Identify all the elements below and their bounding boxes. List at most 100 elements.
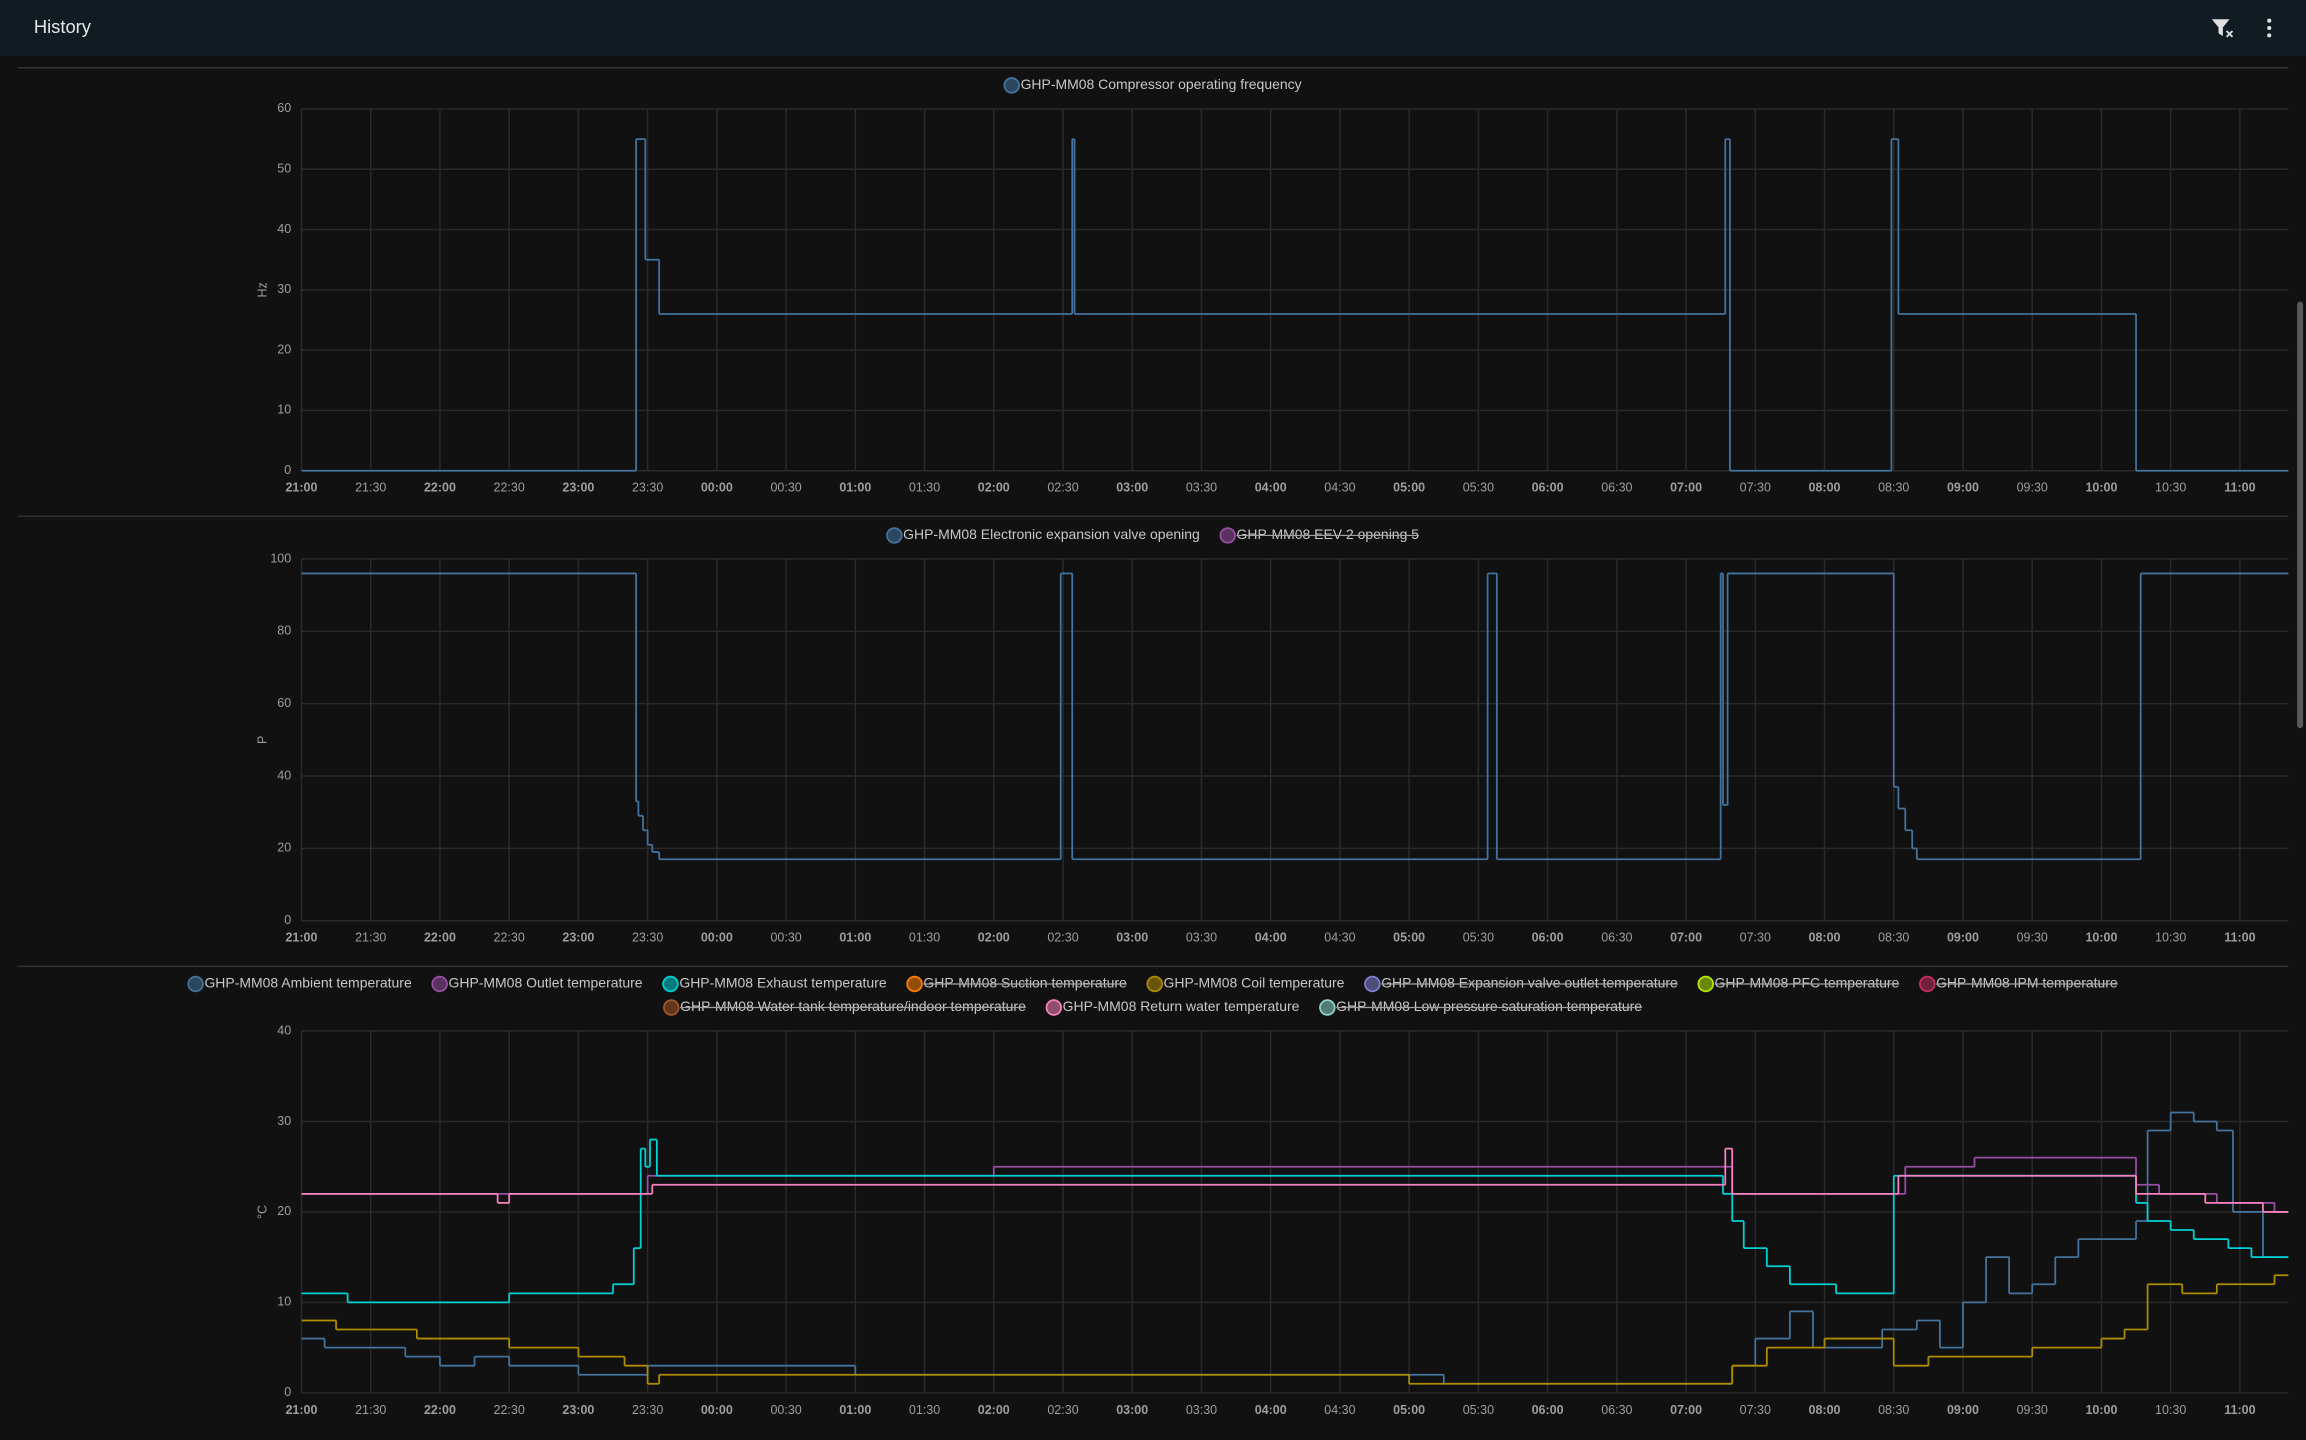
menu-button[interactable] xyxy=(2267,18,2272,38)
x-tick-label: 09:00 xyxy=(1947,481,1979,495)
x-tick-label: 06:00 xyxy=(1532,931,1564,945)
legend-label: GHP-MM08 PFC temperature xyxy=(1715,975,1900,991)
y-axis-label: P xyxy=(256,736,270,744)
x-tick-label: 00:30 xyxy=(770,931,801,945)
legend-item[interactable]: GHP-MM08 Suction temperature xyxy=(906,975,1127,993)
y-tick-label: 20 xyxy=(277,1204,291,1218)
x-tick-label: 08:30 xyxy=(1878,931,1909,945)
x-tick-label: 03:30 xyxy=(1186,481,1217,495)
x-tick-label: 05:30 xyxy=(1463,481,1494,495)
x-tick-label: 10:30 xyxy=(2155,1403,2186,1417)
y-tick-label: 0 xyxy=(284,463,291,477)
x-tick-label: 10:30 xyxy=(2155,481,2186,495)
y-tick-label: 30 xyxy=(277,1114,291,1128)
legend-item[interactable]: GHP-MM08 Ambient temperature xyxy=(187,975,412,993)
x-tick-label: 07:30 xyxy=(1740,931,1771,945)
x-tick-label: 11:00 xyxy=(2224,1403,2255,1417)
x-tick-label: 01:00 xyxy=(839,931,871,945)
legend-item[interactable]: GHP-MM08 Return water temperature xyxy=(1045,998,1300,1016)
x-tick-label: 07:00 xyxy=(1670,481,1702,495)
x-tick-label: 08:00 xyxy=(1809,1403,1841,1417)
x-tick-label: 07:00 xyxy=(1670,931,1702,945)
x-tick-label: 23:30 xyxy=(632,481,663,495)
scrollbar[interactable] xyxy=(2297,301,2304,729)
x-tick-label: 03:00 xyxy=(1116,931,1148,945)
legend-label: GHP-MM08 Ambient temperature xyxy=(204,975,412,991)
x-tick-label: 04:00 xyxy=(1255,481,1287,495)
x-tick-label: 02:30 xyxy=(1047,1403,1078,1417)
legend-label: GHP-MM08 Outlet temperature xyxy=(448,975,642,991)
legend-swatch xyxy=(662,975,679,993)
x-tick-label: 01:00 xyxy=(839,481,871,495)
x-tick-label: 02:00 xyxy=(978,931,1010,945)
y-tick-label: 100 xyxy=(270,551,291,565)
x-tick-label: 04:00 xyxy=(1255,931,1287,945)
x-tick-label: 06:30 xyxy=(1601,1403,1632,1417)
x-tick-label: 08:30 xyxy=(1878,481,1909,495)
x-tick-label: 05:00 xyxy=(1393,931,1425,945)
legend-item[interactable]: GHP-MM08 Compressor operating frequency xyxy=(1003,76,1302,94)
step-riser xyxy=(335,1275,2276,1384)
legend-item[interactable]: GHP-MM08 Water tank temperature/indoor t… xyxy=(663,998,1026,1016)
legend-label: GHP-MM08 Coil temperature xyxy=(1164,975,1345,991)
x-tick-label: 00:00 xyxy=(701,1403,733,1417)
x-tick-label: 04:00 xyxy=(1255,1403,1287,1417)
filter-icon[interactable] xyxy=(2211,19,2230,37)
legend-label: GHP-MM08 Electronic expansion valve open… xyxy=(903,526,1200,542)
legend-swatch xyxy=(1697,975,1714,993)
legend-item[interactable]: GHP-MM08 EEV-2 opening 5 xyxy=(1219,526,1420,544)
legend-item[interactable]: GHP-MM08 PFC temperature xyxy=(1697,975,1900,993)
x-tick-label: 07:00 xyxy=(1670,1403,1702,1417)
menu-dot[interactable] xyxy=(2267,33,2272,38)
x-tick-label: 03:00 xyxy=(1116,481,1148,495)
y-tick-label: 60 xyxy=(277,696,291,710)
x-tick-label: 21:00 xyxy=(285,931,317,945)
menu-dot[interactable] xyxy=(2267,18,2272,23)
y-tick-label: 0 xyxy=(284,1385,291,1399)
x-tick-label: 06:30 xyxy=(1601,931,1632,945)
legend-label: GHP-MM08 Exhaust temperature xyxy=(679,975,887,991)
x-tick-label: 23:00 xyxy=(562,1403,594,1417)
legend-swatch xyxy=(1919,975,1936,993)
y-tick-label: 20 xyxy=(277,342,291,356)
x-tick-label: 23:00 xyxy=(562,481,594,495)
x-tick-label: 07:30 xyxy=(1740,1403,1771,1417)
step-riser xyxy=(346,1139,2253,1303)
legend-swatch xyxy=(663,999,680,1016)
legend-item[interactable]: GHP-MM08 Outlet temperature xyxy=(431,975,643,993)
x-tick-label: 07:30 xyxy=(1740,481,1771,495)
step-riser xyxy=(635,139,2137,471)
x-tick-label: 22:00 xyxy=(424,481,456,495)
x-tick-label: 10:00 xyxy=(2085,931,2117,945)
x-tick-label: 03:30 xyxy=(1186,1403,1217,1417)
clear-filter-button[interactable] xyxy=(2211,19,2234,38)
legend-item[interactable]: GHP-MM08 Electronic expansion valve open… xyxy=(886,526,1200,544)
x-tick-label: 21:00 xyxy=(285,481,317,495)
legend-swatch xyxy=(1003,77,1020,94)
legend-item[interactable]: GHP-MM08 IPM temperature xyxy=(1919,975,2118,993)
legend-item[interactable]: GHP-MM08 Coil temperature xyxy=(1146,975,1345,993)
x-tick-label: 21:30 xyxy=(355,1403,386,1417)
menu-dot[interactable] xyxy=(2267,25,2272,31)
legend-swatch xyxy=(187,975,204,993)
legend-item[interactable]: GHP-MM08 Exhaust temperature xyxy=(662,975,887,993)
y-tick-label: 30 xyxy=(277,282,291,296)
legend-item[interactable]: GHP-MM08 Low pressure saturation tempera… xyxy=(1319,998,1642,1016)
x-tick-label: 22:30 xyxy=(494,481,525,495)
x-tick-label: 22:00 xyxy=(424,1403,456,1417)
legend-label: GHP-MM08 EEV-2 opening 5 xyxy=(1237,526,1420,542)
x-tick-label: 10:00 xyxy=(2085,1403,2117,1417)
legend-item[interactable]: GHP-MM08 Expansion valve outlet temperat… xyxy=(1364,975,1678,993)
x-tick-label: 01:30 xyxy=(909,481,940,495)
x-tick-label: 04:30 xyxy=(1324,1403,1355,1417)
y-tick-label: 40 xyxy=(277,1023,291,1037)
x-tick-label: 05:30 xyxy=(1463,1403,1494,1417)
legend-swatch xyxy=(1045,999,1063,1016)
x-tick-label: 21:30 xyxy=(355,481,386,495)
x-tick-label: 05:30 xyxy=(1463,931,1494,945)
clear-icon[interactable] xyxy=(2225,30,2234,38)
x-tick-label: 03:30 xyxy=(1186,931,1217,945)
x-tick-label: 01:00 xyxy=(839,1403,871,1417)
legend-swatch xyxy=(1319,999,1336,1016)
